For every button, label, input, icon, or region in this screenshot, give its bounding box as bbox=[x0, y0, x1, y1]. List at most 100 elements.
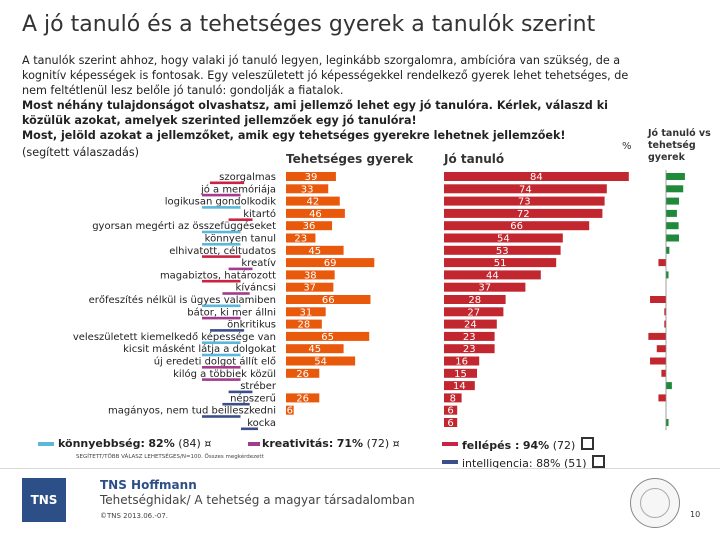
value-label-good: 74 bbox=[519, 184, 532, 195]
legend-ease-share: 82% bbox=[148, 437, 175, 450]
bar-good bbox=[444, 184, 607, 194]
bar-gifted bbox=[286, 245, 344, 255]
value-label-good: 23 bbox=[463, 344, 476, 355]
value-label-good: 27 bbox=[467, 307, 480, 318]
group-underline bbox=[202, 230, 241, 234]
legend-item-presence: fellépés : 94% (72) bbox=[442, 437, 594, 452]
value-label-gifted: 69 bbox=[324, 258, 337, 269]
value-label-good: 84 bbox=[530, 172, 543, 183]
bar-difference bbox=[666, 173, 685, 180]
group-underline bbox=[222, 292, 250, 295]
bar-difference bbox=[666, 271, 669, 279]
intro-line-2: kognitív képességek is fontosak. Egy vel… bbox=[22, 69, 629, 82]
group-underline bbox=[241, 427, 259, 431]
group-underline bbox=[210, 181, 245, 185]
legend-item-intelligence: intelligencia: 88% (51) bbox=[442, 455, 606, 470]
bar-gifted bbox=[286, 221, 333, 231]
bar-gifted bbox=[286, 196, 340, 206]
bar-gifted bbox=[286, 270, 335, 280]
category-label: stréber bbox=[240, 380, 277, 392]
assisted-note: (segített válaszadás) bbox=[22, 146, 140, 159]
bar-difference bbox=[666, 382, 672, 390]
bar-gifted bbox=[286, 258, 375, 268]
bar-good bbox=[444, 208, 603, 218]
value-label-gifted: 54 bbox=[314, 357, 327, 368]
value-label-gifted: 42 bbox=[307, 197, 320, 208]
bar-difference bbox=[658, 394, 666, 402]
value-label-good: 6 bbox=[447, 418, 453, 429]
bar-difference bbox=[664, 308, 666, 316]
bar-good bbox=[444, 221, 590, 231]
question-line-3: Most, jelöld azokat a jellemzőket, amik … bbox=[22, 129, 566, 142]
bar-gifted bbox=[286, 319, 322, 329]
bar-gifted bbox=[286, 172, 336, 181]
category-label: magányos, nem tud beilleszkedni bbox=[108, 405, 276, 417]
footer-divider bbox=[0, 468, 720, 469]
category-label: veleszületett kiemelkedő képessége van bbox=[73, 331, 276, 343]
group-underline bbox=[202, 304, 241, 308]
legend-item-ease: könnyebbség: 82% (84) ¤ bbox=[38, 437, 211, 450]
group-underline bbox=[202, 193, 241, 197]
value-label-gifted: 31 bbox=[299, 307, 312, 318]
legend-creativity-share: 71% bbox=[336, 437, 364, 450]
legend-presence-label: fellépés : bbox=[462, 439, 520, 452]
bar-gifted bbox=[286, 233, 316, 243]
footer-brand: TNS Hoffmann bbox=[100, 478, 197, 492]
bar-difference bbox=[666, 246, 670, 254]
bar-gifted bbox=[286, 295, 371, 304]
value-label-good: 73 bbox=[518, 197, 531, 208]
bar-difference bbox=[666, 209, 677, 217]
category-label: magabiztos, határozott bbox=[160, 269, 276, 281]
header-diff-line-1: Jó tanuló vs bbox=[648, 128, 711, 139]
category-label: gyorsan megérti az összefüggéseket bbox=[92, 220, 276, 232]
value-label-gifted: 65 bbox=[321, 332, 334, 343]
category-label: kicsit másként látja a dolgokat bbox=[123, 343, 276, 355]
value-label-good: 16 bbox=[455, 357, 468, 368]
value-label-gifted: 6 bbox=[287, 406, 293, 417]
header-diff-line-2: tehetség bbox=[648, 140, 696, 151]
bar-good bbox=[444, 196, 605, 206]
base-note: SEGÍTETT/TÖBB VÁLASZ LEHETSÉGES/N=100. Ö… bbox=[76, 454, 264, 460]
value-label-gifted: 23 bbox=[294, 234, 307, 245]
value-label-good: 72 bbox=[517, 209, 530, 220]
category-label: önkritikus bbox=[227, 320, 276, 331]
value-label-good: 23 bbox=[463, 332, 476, 343]
group-underline bbox=[202, 243, 241, 246]
value-label-gifted: 38 bbox=[304, 270, 317, 281]
bar-difference bbox=[661, 369, 666, 377]
bar-good bbox=[444, 270, 541, 280]
category-label: szorgalmas bbox=[219, 172, 276, 183]
bar-difference bbox=[664, 320, 666, 328]
bar-good bbox=[444, 307, 504, 317]
category-label: erőfeszítés nélkül is ügyes valamiben bbox=[89, 294, 276, 306]
group-underline bbox=[222, 402, 250, 406]
category-label: jó a memóriája bbox=[200, 183, 276, 195]
bar-difference bbox=[656, 345, 666, 353]
tns-logo: TNS bbox=[22, 478, 66, 522]
legend-swatch-ease bbox=[38, 442, 54, 446]
category-label: kocka bbox=[247, 418, 276, 429]
bar-gifted bbox=[286, 331, 370, 341]
bar-good bbox=[444, 331, 495, 341]
bar-good bbox=[444, 295, 506, 304]
bar-good bbox=[444, 172, 629, 181]
bar-difference bbox=[650, 357, 666, 365]
intro-line-3: nem feltétlenül lesz belőle jó tanuló: g… bbox=[22, 84, 344, 97]
value-label-gifted: 66 bbox=[322, 295, 335, 306]
legend-intelligence-box-icon bbox=[592, 455, 606, 468]
value-label-good: 53 bbox=[496, 246, 509, 257]
page-title: A jó tanuló és a tehetséges gyerek a tan… bbox=[22, 12, 596, 37]
category-label: logikusan gondolkodik bbox=[165, 197, 276, 208]
value-label-gifted: 36 bbox=[303, 221, 316, 232]
question-line-1: Most néhány tulajdonságot olvashatsz, am… bbox=[22, 99, 608, 112]
bar-gifted bbox=[286, 208, 345, 218]
bar-good bbox=[444, 344, 495, 354]
group-underline bbox=[228, 267, 253, 271]
legend-ease-count: (84) bbox=[178, 437, 201, 450]
legend-creativity-count: (72) bbox=[366, 437, 390, 450]
value-label-good: 66 bbox=[510, 221, 523, 232]
bar-good bbox=[444, 356, 480, 366]
value-label-gifted: 28 bbox=[298, 320, 311, 331]
bar-good bbox=[444, 368, 477, 378]
category-label: kreatív bbox=[241, 257, 276, 269]
